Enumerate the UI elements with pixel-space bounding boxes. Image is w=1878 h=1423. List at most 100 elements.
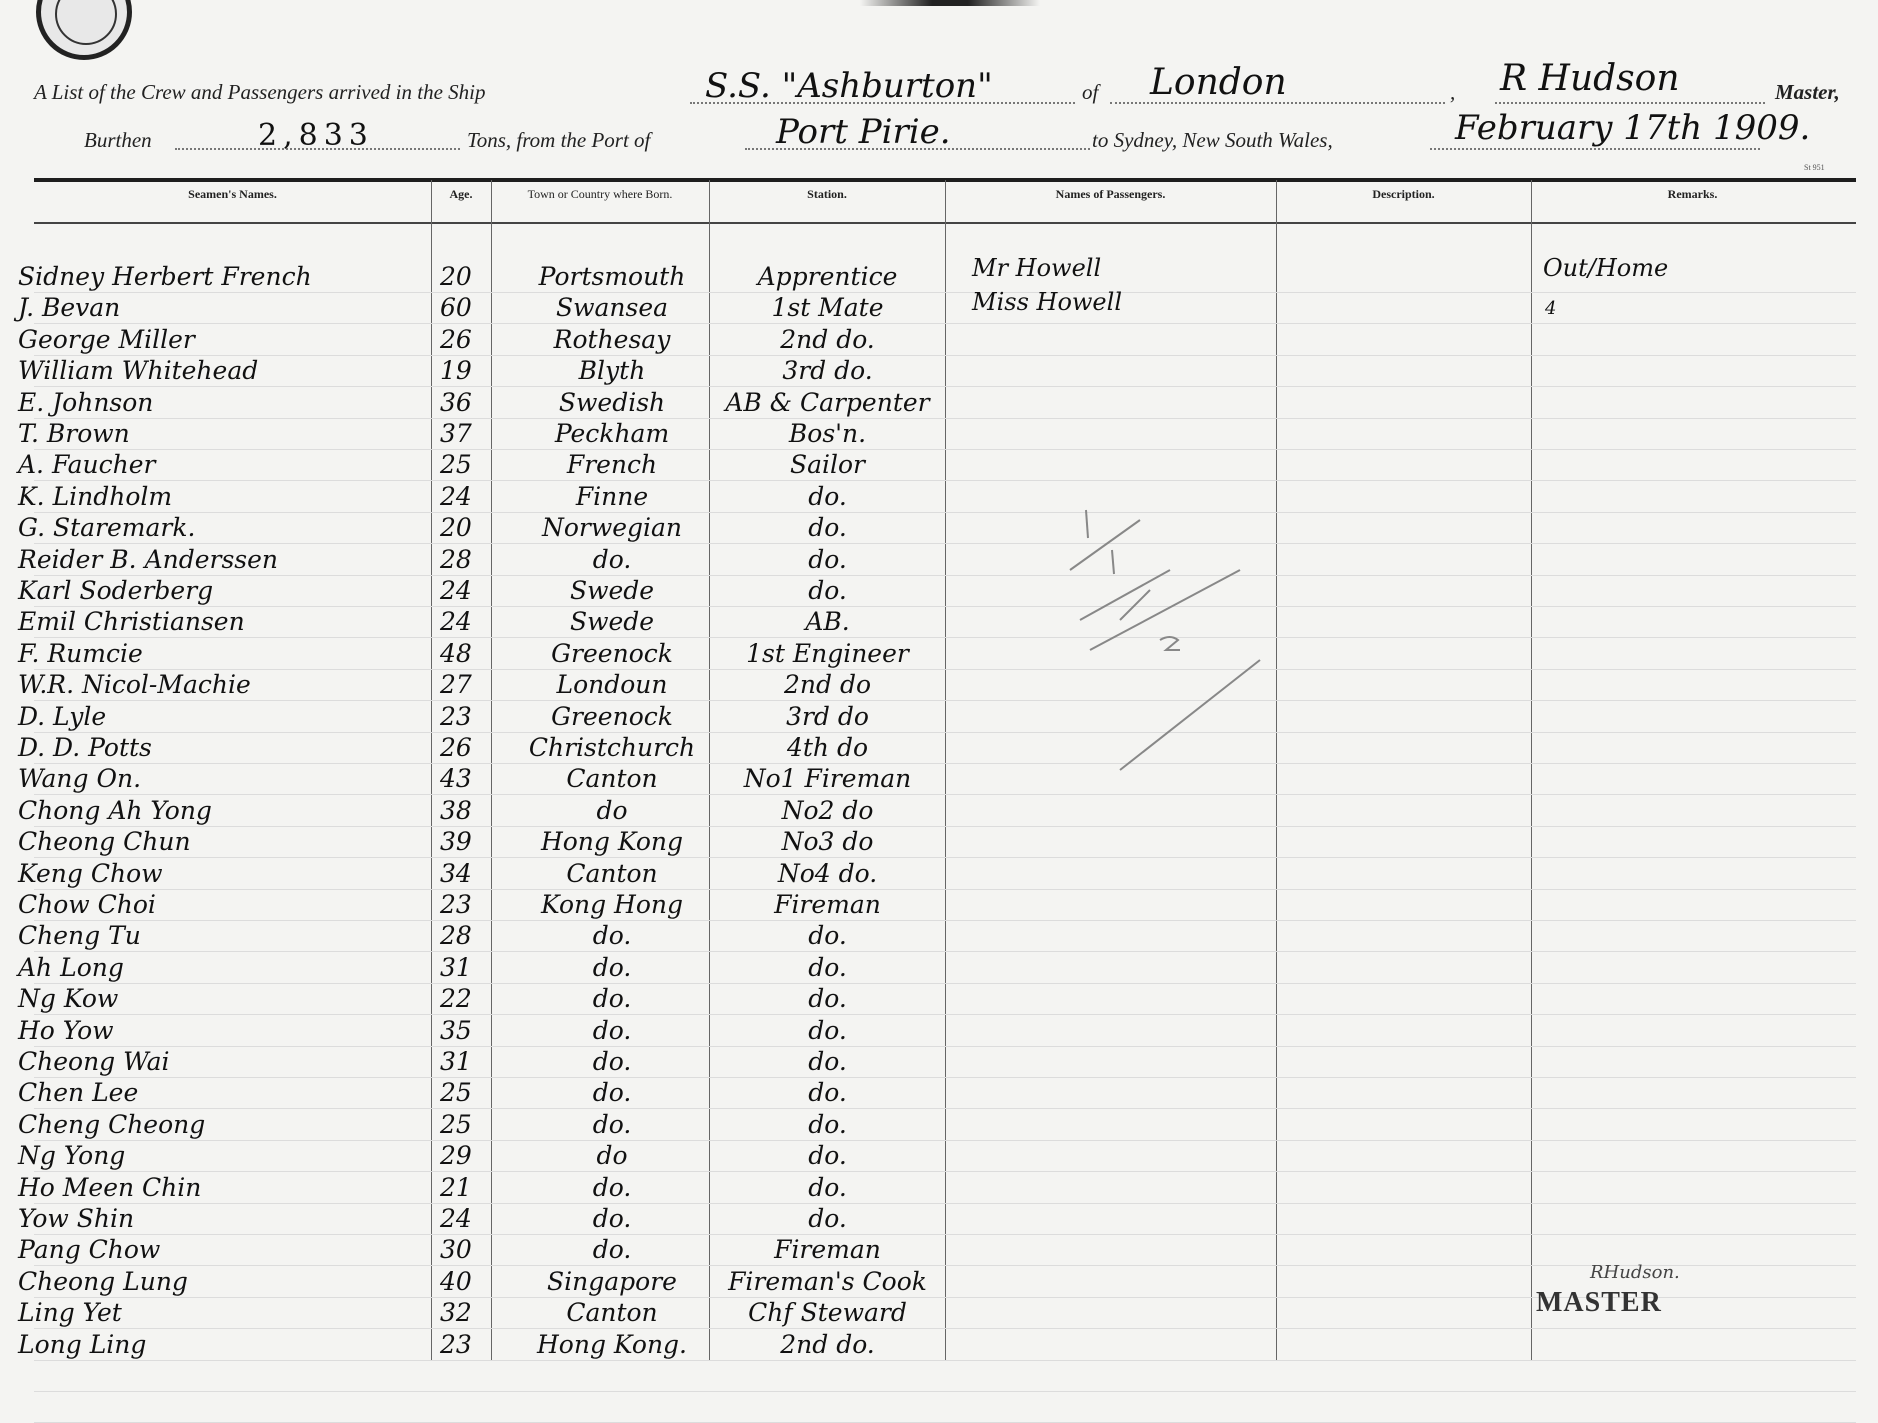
from-port: Port Pirie.	[776, 112, 951, 152]
ruled-line	[34, 1202, 1856, 1204]
seaman-station: Sailor	[789, 450, 866, 480]
column-divider	[491, 180, 492, 1360]
seaman-age: 24	[440, 1204, 472, 1233]
table-row: Sidney Herbert French 20 Portsmouth Apprent…	[0, 262, 1878, 293]
seaman-station: Chf Steward	[748, 1298, 907, 1328]
seaman-age: 40	[440, 1266, 472, 1296]
ruled-line	[34, 763, 1856, 764]
seaman-station: 2nd do.	[780, 1329, 875, 1359]
seaman-station: do.	[808, 1172, 847, 1202]
seaman-name: Sidney Herbert French	[18, 262, 312, 291]
passenger-remarks: Out/Home	[1543, 254, 1669, 282]
table-row: D. Lyle 23 Greenock 3rd do	[0, 702, 1878, 733]
seaman-age: 24	[440, 481, 472, 511]
seaman-birthplace: do.	[592, 544, 632, 574]
table-row: Chen Lee 25 do. do.	[0, 1078, 1878, 1109]
ruled-line	[34, 480, 1856, 482]
seaman-name: Karl Soderberg	[18, 576, 214, 605]
seaman-birthplace: Greenock	[551, 701, 673, 731]
ruled-line	[34, 637, 1856, 639]
ruled-line	[34, 825, 1856, 827]
ruled-line	[34, 888, 1856, 890]
column-divider	[709, 180, 710, 1360]
table-row: Cheng Tu 28 do. do.	[0, 921, 1878, 952]
seal-stamp	[36, 0, 132, 60]
seaman-age: 60	[440, 293, 472, 323]
seaman-station: AB & Carpenter	[725, 387, 930, 417]
seaman-birthplace: Greenock	[551, 638, 673, 668]
seaman-birthplace: Kong Hong	[540, 890, 684, 919]
table-row: Chong Ah Yong 38 do No2 do	[0, 796, 1878, 827]
table-row: Ho Meen Chin 21 do. do.	[0, 1173, 1878, 1204]
ruled-line	[34, 1234, 1856, 1235]
seaman-age: 20	[440, 513, 472, 543]
seaman-age: 37	[440, 419, 472, 448]
ruled-line	[34, 951, 1856, 953]
seaman-name: Ling Yet	[18, 1298, 122, 1328]
seaman-birthplace: Swedish	[558, 387, 666, 417]
ruled-line	[34, 1077, 1856, 1078]
master-signature: RHudson.	[1590, 1262, 1680, 1283]
seaman-age: 25	[440, 1109, 472, 1139]
seaman-station: 1st Engineer	[746, 638, 909, 668]
seaman-station: Apprentice	[757, 262, 898, 291]
seaman-name: T. Brown	[18, 419, 130, 448]
table-row: Ng Yong 29 do do.	[0, 1141, 1878, 1172]
seaman-age: 23	[440, 701, 472, 731]
seaman-station: do.	[808, 1109, 847, 1139]
master-label: Master,	[1775, 80, 1840, 104]
table-row: E. Johnson 36 Swedish AB & Carpenter	[0, 388, 1878, 419]
form-number: St 951	[1804, 163, 1825, 172]
seaman-station: No3 do	[781, 827, 874, 857]
ruled-line	[34, 1265, 1856, 1267]
table-row: Emil Christiansen 24 Swede AB.	[0, 607, 1878, 638]
seaman-name: Wang On.	[18, 764, 142, 794]
column-divider	[945, 180, 946, 1360]
ruled-line	[34, 1391, 1856, 1392]
port-of-registry: London	[1150, 62, 1287, 103]
table-row: G. Staremark. 20 Norwegian do.	[0, 513, 1878, 544]
table-row: W.R. Nicol-Machie 27 Londoun 2nd do	[0, 670, 1878, 701]
table-row: Ho Yow 35 do. do.	[0, 1016, 1878, 1047]
seaman-age: 39	[440, 827, 472, 857]
ruled-line	[34, 292, 1856, 293]
seaman-station: do.	[808, 1078, 847, 1108]
seaman-birthplace: Peckham	[554, 419, 670, 448]
seaman-name: Ng Yong	[18, 1141, 126, 1171]
seaman-name: Chen Lee	[18, 1078, 139, 1108]
seaman-name: D. D. Potts	[18, 733, 152, 762]
seaman-age: 26	[440, 324, 472, 354]
to-sydney-label: to Sydney, New South Wales,	[1092, 128, 1333, 152]
col-station: Station.	[807, 187, 847, 201]
ruled-line	[34, 668, 1856, 670]
table-row: K. Lindholm 24 Finne do.	[0, 482, 1878, 513]
ruled-line	[34, 1014, 1856, 1016]
seaman-age: 28	[440, 921, 472, 951]
seaman-name: Chow Choi	[18, 890, 156, 919]
col-age: Age.	[449, 187, 473, 201]
seaman-birthplace: Swede	[569, 607, 655, 637]
seaman-name: Cheng Cheong	[18, 1109, 206, 1139]
burthen-label: Burthen	[84, 128, 152, 152]
seaman-name: J. Bevan	[18, 293, 121, 323]
seaman-birthplace: Canton	[566, 764, 658, 794]
seaman-name: Cheong Chun	[18, 827, 191, 857]
table-row: Keng Chow 34 Canton No4 do.	[0, 859, 1878, 890]
seaman-station: do.	[808, 952, 847, 982]
seaman-name: D. Lyle	[18, 701, 107, 731]
seaman-station: 1st Mate	[771, 293, 884, 323]
seaman-birthplace: do.	[592, 921, 632, 951]
form-intro-text: A List of the Crew and Passengers arrive…	[34, 80, 486, 104]
seaman-birthplace: do.	[592, 1078, 632, 1108]
seaman-age: 23	[440, 890, 472, 919]
seaman-birthplace: Canton	[566, 858, 658, 888]
ruled-line	[34, 386, 1856, 388]
table-row: Chow Choi 23 Kong Hong Fireman	[0, 890, 1878, 921]
seaman-age: 32	[440, 1298, 472, 1328]
ruled-line	[34, 1045, 1856, 1047]
seaman-name: Pang Chow	[18, 1235, 161, 1265]
seaman-age: 30	[440, 1235, 472, 1265]
seaman-station: Fireman's Cook	[728, 1266, 927, 1296]
burthen-value: 2,833	[258, 118, 374, 153]
seaman-name: Long Ling	[18, 1329, 147, 1359]
